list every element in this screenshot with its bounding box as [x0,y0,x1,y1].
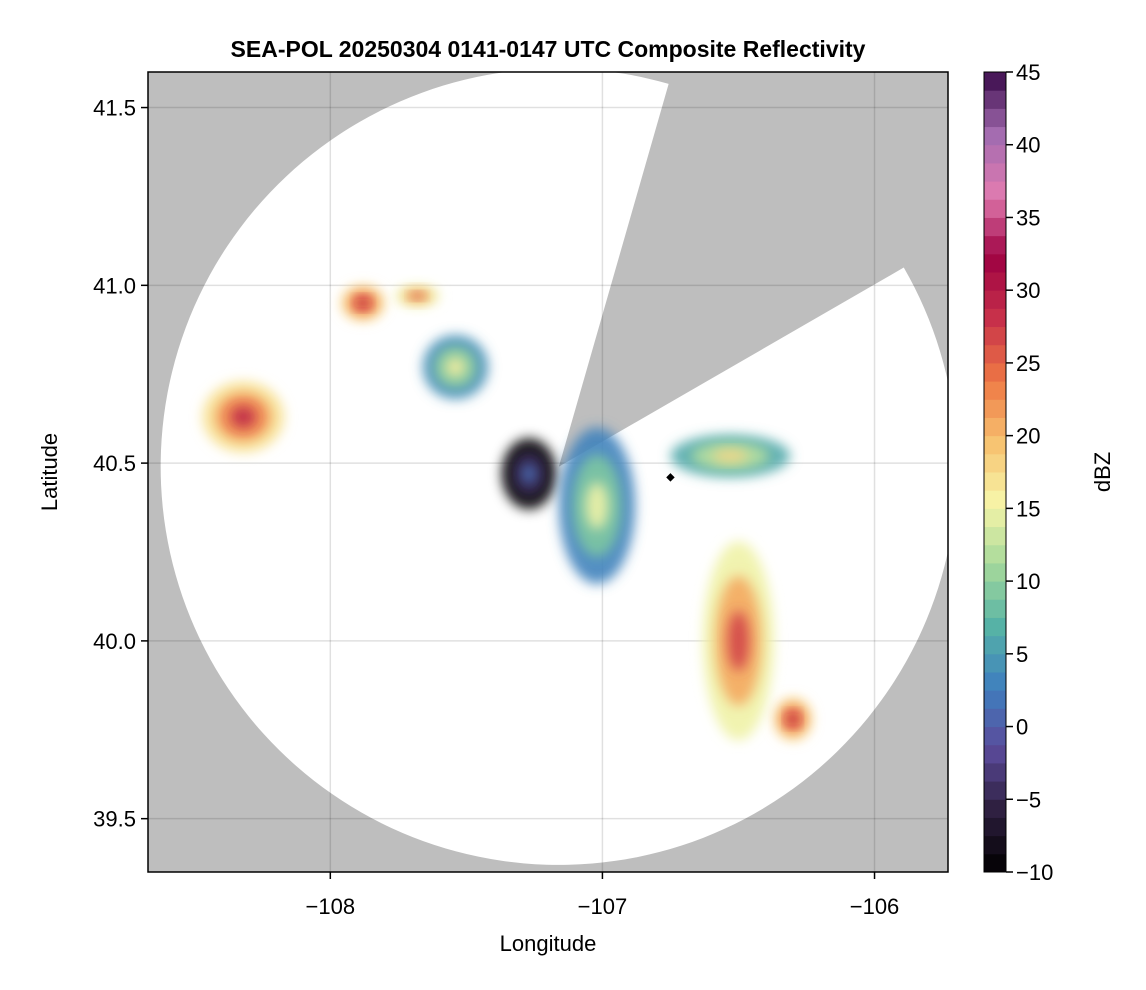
colorbar-segment [984,708,1006,728]
colorbar-tick-label: 10 [1016,569,1040,594]
colorbar-segment [984,199,1006,218]
colorbar-segment [984,490,1006,509]
y-tick-label: 39.5 [93,807,136,832]
echo-cell [703,541,774,741]
colorbar-segment [984,72,1006,91]
colorbar-segment [984,290,1006,309]
x-tick-label: −107 [578,894,628,919]
echo-core [787,712,799,726]
colorbar-segment [984,835,1006,855]
colorbar-segment [984,472,1006,491]
colorbar-segment [984,526,1006,546]
x-axis-label: Longitude [500,931,597,956]
colorbar-tick-label: 25 [1016,351,1040,376]
echo-core [356,297,370,309]
radar-site-marker [666,473,675,482]
colorbar-segment [984,799,1006,818]
colorbar-segment [984,90,1006,109]
x-tick-label: −106 [850,894,900,919]
colorbar-tick-label: −10 [1016,860,1053,885]
colorbar-segment [984,672,1006,691]
colorbar-segment [984,653,1006,673]
colorbar-segment [984,108,1006,128]
plot-area [148,72,948,872]
colorbar: −10 −5 0 5 10 15 20 25 30 35 40 45 [983,60,1053,885]
colorbar-segment [984,344,1006,364]
colorbar-segment [984,181,1006,200]
y-tick-label: 40.5 [93,451,136,476]
colorbar-frame [983,71,1007,873]
echo-cell [341,285,385,321]
colorbar-segment [984,326,1006,346]
x-tick-label: −108 [306,894,356,919]
echo-core [445,357,466,377]
colorbar-segment [984,381,1006,400]
echo-cell [501,438,557,510]
y-axis-label: Latitude [37,433,62,511]
colorbar-segment [984,253,1006,273]
echo-cell [558,427,636,584]
echo-cell [773,697,812,741]
colorbar-tick-label: −5 [1016,787,1041,812]
colorbar-label: dBZ [1090,452,1115,492]
colorbar-segment [984,744,1006,764]
colorbar-segment [984,508,1006,528]
colorbar-segment [984,308,1006,328]
colorbar-segment [984,362,1006,382]
echo-core [712,449,749,463]
echo-cell [422,335,489,400]
colorbar-segment [984,126,1006,146]
colorbar-tick-label: 45 [1016,60,1040,85]
plot-frame [147,71,949,873]
colorbar-segment [984,762,1006,782]
colorbar-segment [984,235,1006,255]
y-axis: 39.5 40.0 40.5 41.0 41.5 [93,96,148,832]
colorbar-segment [984,272,1006,291]
colorbar-segment [984,817,1006,837]
colorbar-segment [984,417,1006,437]
colorbar-tick-label: 20 [1016,424,1040,449]
echo-cell [670,434,791,478]
colorbar-segment [984,690,1006,709]
echo-core [410,292,424,300]
colorbar-segment [984,581,1006,600]
colorbar-tick-label: 40 [1016,133,1040,158]
x-axis: −108 −107 −106 [306,872,900,919]
echo-core [585,482,609,530]
colorbar-segment [984,453,1006,473]
echo-layer [202,285,812,741]
colorbar-segment [984,544,1006,564]
echo-cell [395,285,440,307]
y-tick-label: 41.5 [93,96,136,121]
colorbar-segment [984,853,1006,873]
echo-core [520,463,538,485]
colorbar-segment [984,599,1006,618]
colorbar-segment [984,144,1006,164]
colorbar-tick-label: 35 [1016,205,1040,230]
colorbar-segment [984,435,1006,455]
echo-core [727,611,750,671]
colorbar-segment [984,399,1006,418]
colorbar-segment [984,781,1006,800]
echo-cell [202,381,285,453]
colorbar-tick-label: 5 [1016,642,1028,667]
colorbar-tick-label: 15 [1016,496,1040,521]
y-tick-label: 41.0 [93,273,136,298]
colorbar-segment [984,617,1006,637]
y-tick-label: 40.0 [93,629,136,654]
colorbar-segment [984,162,1006,182]
echo-core [230,406,256,428]
chart-title: SEA-POL 20250304 0141-0147 UTC Composite… [231,36,866,62]
colorbar-segment [984,562,1006,582]
colorbar-segment [984,217,1006,237]
colorbar-tick-label: 30 [1016,278,1040,303]
colorbar-tick-label: 0 [1016,715,1028,740]
colorbar-segment [984,635,1006,655]
colorbar-segment [984,726,1006,746]
